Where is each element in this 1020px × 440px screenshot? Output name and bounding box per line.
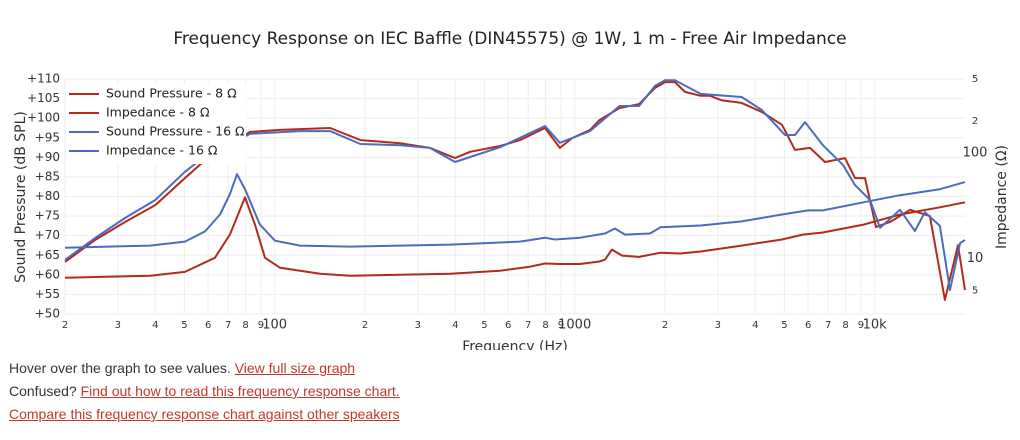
- y-tick-label: +110: [27, 72, 60, 86]
- x-axis-title: Frequency (Hz): [462, 339, 568, 350]
- x-tick-label: 3: [115, 320, 121, 331]
- y-tick-label: +80: [35, 189, 60, 203]
- footer-line: Hover over the graph to see values. View…: [9, 357, 400, 380]
- x-tick-label: 1000: [558, 318, 591, 333]
- x-tick-label: 9: [858, 320, 864, 331]
- y-tick-label: +60: [35, 267, 60, 281]
- x-tick-label: 4: [152, 320, 158, 331]
- y-tick-label: +100: [27, 111, 60, 125]
- y-tick-label: +70: [35, 228, 60, 242]
- x-tick-label: 4: [452, 320, 458, 331]
- series-line: [64, 173, 966, 249]
- x-tick-label: 5: [481, 320, 487, 331]
- legend-label: Sound Pressure - 8 Ω: [106, 86, 237, 101]
- y-tick-label: +85: [35, 169, 60, 183]
- x-tick-label: 8: [542, 320, 548, 331]
- x-tick-label: 2: [362, 320, 368, 331]
- x-tick-label: 4: [752, 320, 758, 331]
- y2-tick-label: 100: [963, 145, 988, 160]
- x-tick-label: 9: [558, 320, 564, 331]
- x-tick-label: 7: [525, 320, 531, 331]
- series-line: [64, 196, 966, 279]
- x-tick-label: 3: [715, 320, 721, 331]
- footer: Hover over the graph to see values. View…: [9, 357, 400, 426]
- x-tick-label: 5: [781, 320, 787, 331]
- x-tick-label: 5: [181, 320, 187, 331]
- chart: Frequency Response on IEC Baffle (DIN455…: [13, 29, 1010, 350]
- x-tick-label: 8: [842, 320, 848, 331]
- footer-line: Compare this frequency response chart ag…: [9, 403, 400, 426]
- y-tick-label: +50: [35, 307, 60, 321]
- y-tick-label: +55: [35, 287, 60, 301]
- x-tick-label: 6: [505, 320, 511, 331]
- x-tick-label: 10k: [863, 318, 888, 333]
- y-axis-title: Sound Pressure (dB SPL): [13, 111, 29, 283]
- y-tick-label: +90: [35, 150, 60, 164]
- x-tick-label: 9: [258, 320, 264, 331]
- y2-tick-label: 10: [967, 251, 984, 266]
- legend-label: Sound Pressure - 16 Ω: [106, 124, 245, 139]
- y-tick-label: +105: [27, 91, 60, 105]
- x-tick-label: 6: [805, 320, 811, 331]
- y2-tick-label: 2: [972, 116, 978, 127]
- x-tick-label: 2: [62, 320, 68, 331]
- text: Hover over the graph to see values.: [9, 360, 231, 376]
- legend-label: Impedance - 16 Ω: [106, 143, 218, 158]
- x-tick-label: 7: [825, 320, 831, 331]
- link[interactable]: Find out how to read this frequency resp…: [80, 383, 400, 399]
- x-tick-label: 100: [262, 318, 287, 333]
- series-line: [64, 79, 966, 292]
- chart-title: Frequency Response on IEC Baffle (DIN455…: [173, 29, 846, 49]
- y-tick-label: +75: [35, 209, 60, 223]
- y-tick-label: +95: [35, 130, 60, 144]
- series-line: [64, 81, 966, 301]
- x-tick-label: 3: [415, 320, 421, 331]
- y2-tick-label: 5: [972, 286, 978, 297]
- link[interactable]: Compare this frequency response chart ag…: [9, 406, 400, 422]
- x-tick-label: 8: [242, 320, 248, 331]
- link[interactable]: View full size graph: [234, 360, 356, 376]
- legend-label: Impedance - 8 Ω: [106, 105, 210, 120]
- x-tick-label: 6: [205, 320, 211, 331]
- y2-axis-title: Impedance (Ω): [994, 145, 1010, 249]
- y-tick-label: +65: [35, 248, 60, 262]
- text: Confused?: [9, 383, 77, 399]
- footer-line: Confused? Find out how to read this freq…: [9, 380, 400, 403]
- y2-tick-label: 5: [972, 74, 978, 85]
- x-tick-label: 2: [662, 320, 668, 331]
- x-tick-label: 7: [225, 320, 231, 331]
